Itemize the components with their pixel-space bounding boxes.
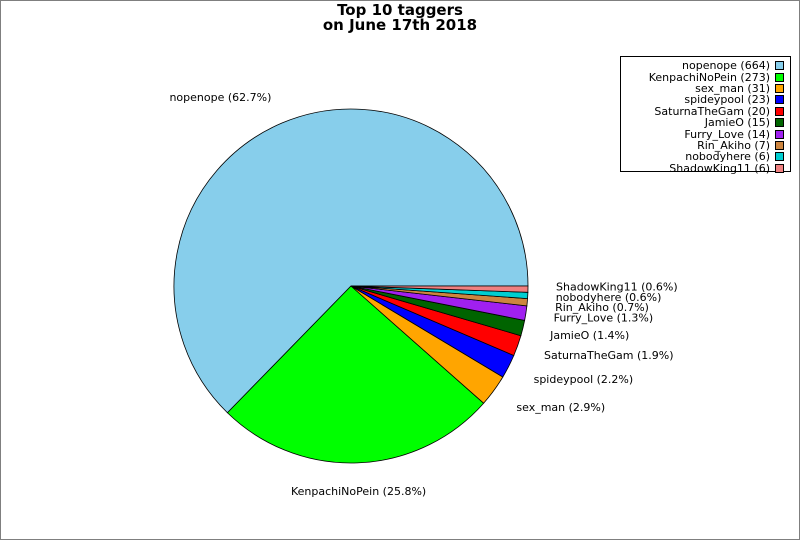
legend-item-furry-love: Furry_Love (14) [621,127,790,141]
legend-label: Rin_Akiho (7) [697,138,770,152]
chart-title: Top 10 taggers on June 17th 2018 [1,3,799,33]
legend-swatch [775,129,784,139]
legend-item-spideypool: spideypool (23) [621,94,790,105]
pie-label-rin-akiho: Rin_Akiho (0.7%) [555,301,649,314]
legend-item-kenpachinopein: KenpachiNoPein (273) [621,70,790,84]
legend-swatch [775,163,784,173]
legend-swatch [775,118,784,128]
pie-label-furry-love: Furry_Love (1.3%) [554,312,654,325]
legend-swatch [775,95,784,105]
pie-label-saturnathegam: SaturnaTheGam (1.9%) [544,349,674,362]
legend-label: JamieO (15) [704,116,770,130]
legend-item-saturnathegam: SaturnaTheGam (20) [621,106,790,117]
legend-swatch [775,61,784,71]
legend-swatch [775,152,784,162]
legend-item-shadowking11: ShadowKing11 (6) [621,163,790,174]
pie-label-jamieo: JamieO (1.4%) [549,329,629,342]
legend-item-nopenope: nopenope (664) [621,60,790,71]
pie-label-sex-man: sex_man (2.9%) [516,401,605,414]
legend-item-sex-man: sex_man (31) [621,83,790,94]
legend-item-jamieo: JamieO (15) [621,117,790,128]
legend-item-rin-akiho: Rin_Akiho (7) [621,140,790,151]
pie-label-shadowking11: ShadowKing11 (0.6%) [556,281,678,294]
legend-label: spideypool (23) [684,93,770,107]
legend-swatch [775,83,784,93]
pie-slice-nopenope [173,108,529,414]
pie-label-nopenope: nopenope (62.7%) [169,91,271,104]
pie-label-spideypool: spideypool (2.2%) [534,373,634,386]
pie-label-nobodyhere: nobodyhere (0.6%) [556,291,662,304]
chart-title-line-1: Top 10 taggers [337,1,463,19]
legend-swatch [775,106,784,116]
chart-title-line-2: on June 17th 2018 [322,16,478,34]
legend-label: nopenope (664) [682,59,770,73]
legend-label: sex_man (31) [695,81,770,95]
legend-item-nobodyhere: nobodyhere (6) [621,151,790,162]
legend-label: Furry_Love (14) [684,127,770,141]
legend-label: KenpachiNoPein (273) [648,70,770,84]
legend-label: ShadowKing11 (6) [669,161,770,175]
legend-label: nobodyhere (6) [685,150,770,164]
legend-swatch [775,140,784,150]
legend: nopenope (664) KenpachiNoPein (273) sex_ma… [620,56,791,174]
legend-label: SaturnaTheGam (20) [654,104,770,118]
legend-swatch [775,72,784,82]
pie-label-kenpachinopein: KenpachiNoPein (25.8%) [291,485,426,498]
pie-slice-shadowking11 [350,285,529,293]
pie-slice-kenpachinopein [226,285,485,464]
